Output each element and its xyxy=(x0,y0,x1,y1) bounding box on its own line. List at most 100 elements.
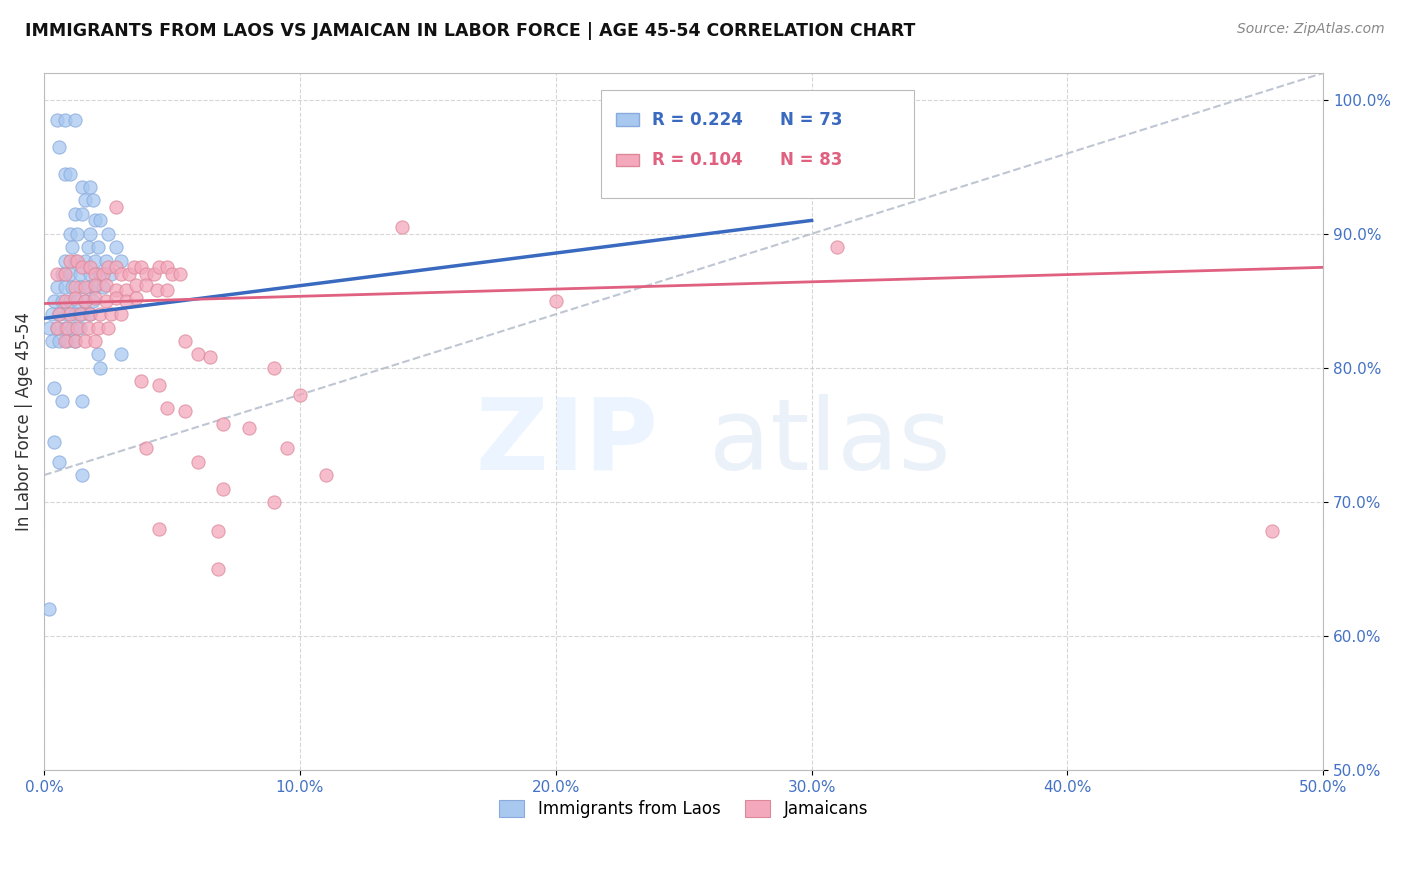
Point xyxy=(66,227,89,241)
Point xyxy=(69,307,91,321)
Point xyxy=(110,253,132,268)
Point xyxy=(53,267,76,281)
Point xyxy=(79,227,101,241)
Point xyxy=(544,293,567,308)
Point xyxy=(59,253,82,268)
Point xyxy=(89,213,111,227)
Point xyxy=(63,334,86,348)
Point xyxy=(91,280,114,294)
Point xyxy=(212,417,235,432)
Point xyxy=(69,320,91,334)
Point xyxy=(84,277,107,292)
Point xyxy=(89,307,111,321)
Point xyxy=(73,194,96,208)
Point xyxy=(63,307,86,321)
Point xyxy=(148,260,170,275)
Point xyxy=(89,360,111,375)
Point xyxy=(51,267,73,281)
Point xyxy=(63,253,86,268)
Text: R = 0.104: R = 0.104 xyxy=(652,151,742,169)
Point xyxy=(117,267,139,281)
Point xyxy=(76,320,98,334)
Point xyxy=(41,307,63,321)
Point xyxy=(94,293,117,308)
Point xyxy=(76,280,98,294)
Point xyxy=(143,267,166,281)
Text: ZIP: ZIP xyxy=(475,394,658,491)
Point xyxy=(60,240,83,254)
Point xyxy=(263,495,285,509)
Point xyxy=(79,267,101,281)
Point xyxy=(72,307,94,321)
Point xyxy=(131,374,153,388)
Point xyxy=(38,602,60,616)
Point xyxy=(104,283,127,297)
Point xyxy=(84,213,107,227)
Point xyxy=(44,381,66,395)
Point xyxy=(238,421,260,435)
Point xyxy=(48,334,70,348)
Point xyxy=(104,260,127,275)
Point xyxy=(87,320,110,334)
Text: Source: ZipAtlas.com: Source: ZipAtlas.com xyxy=(1237,22,1385,37)
Point xyxy=(45,112,67,127)
Point xyxy=(87,347,110,361)
Point xyxy=(51,394,73,409)
Point xyxy=(148,522,170,536)
Point xyxy=(56,320,79,334)
Point xyxy=(160,267,183,281)
Point xyxy=(97,320,120,334)
Point xyxy=(825,240,848,254)
Point xyxy=(72,260,94,275)
Point xyxy=(173,334,195,348)
Text: IMMIGRANTS FROM LAOS VS JAMAICAN IN LABOR FORCE | AGE 45-54 CORRELATION CHART: IMMIGRANTS FROM LAOS VS JAMAICAN IN LABO… xyxy=(25,22,915,40)
Point xyxy=(53,253,76,268)
Point xyxy=(73,253,96,268)
Point xyxy=(79,180,101,194)
Point xyxy=(59,227,82,241)
Point xyxy=(169,267,191,281)
Legend: Immigrants from Laos, Jamaicans: Immigrants from Laos, Jamaicans xyxy=(492,793,875,824)
Point xyxy=(60,320,83,334)
Point xyxy=(59,167,82,181)
Point xyxy=(79,260,101,275)
Point xyxy=(44,293,66,308)
Point xyxy=(84,334,107,348)
Point xyxy=(53,112,76,127)
Point xyxy=(56,307,79,321)
Point xyxy=(125,277,148,292)
Point xyxy=(72,180,94,194)
Point xyxy=(60,280,83,294)
Point xyxy=(53,293,76,308)
Text: R = 0.224: R = 0.224 xyxy=(652,111,742,128)
Point xyxy=(207,524,229,539)
Point xyxy=(100,267,122,281)
Point xyxy=(59,267,82,281)
Point xyxy=(73,334,96,348)
Point xyxy=(115,283,138,297)
Point xyxy=(135,277,157,292)
Point xyxy=(72,394,94,409)
Point xyxy=(212,482,235,496)
Point xyxy=(89,267,111,281)
Point xyxy=(63,291,86,305)
Point xyxy=(156,260,179,275)
Point xyxy=(69,267,91,281)
Point xyxy=(97,227,120,241)
Point xyxy=(110,267,132,281)
Point xyxy=(45,267,67,281)
Point xyxy=(59,293,82,308)
Point xyxy=(48,455,70,469)
Point xyxy=(72,207,94,221)
Point xyxy=(122,260,145,275)
Y-axis label: In Labor Force | Age 45-54: In Labor Force | Age 45-54 xyxy=(15,312,32,531)
Point xyxy=(48,307,70,321)
FancyBboxPatch shape xyxy=(616,153,638,167)
Point xyxy=(115,293,138,308)
Point xyxy=(288,387,311,401)
Point xyxy=(187,455,209,469)
Point xyxy=(48,307,70,321)
FancyBboxPatch shape xyxy=(616,113,638,126)
Point xyxy=(200,350,222,364)
Point xyxy=(38,320,60,334)
